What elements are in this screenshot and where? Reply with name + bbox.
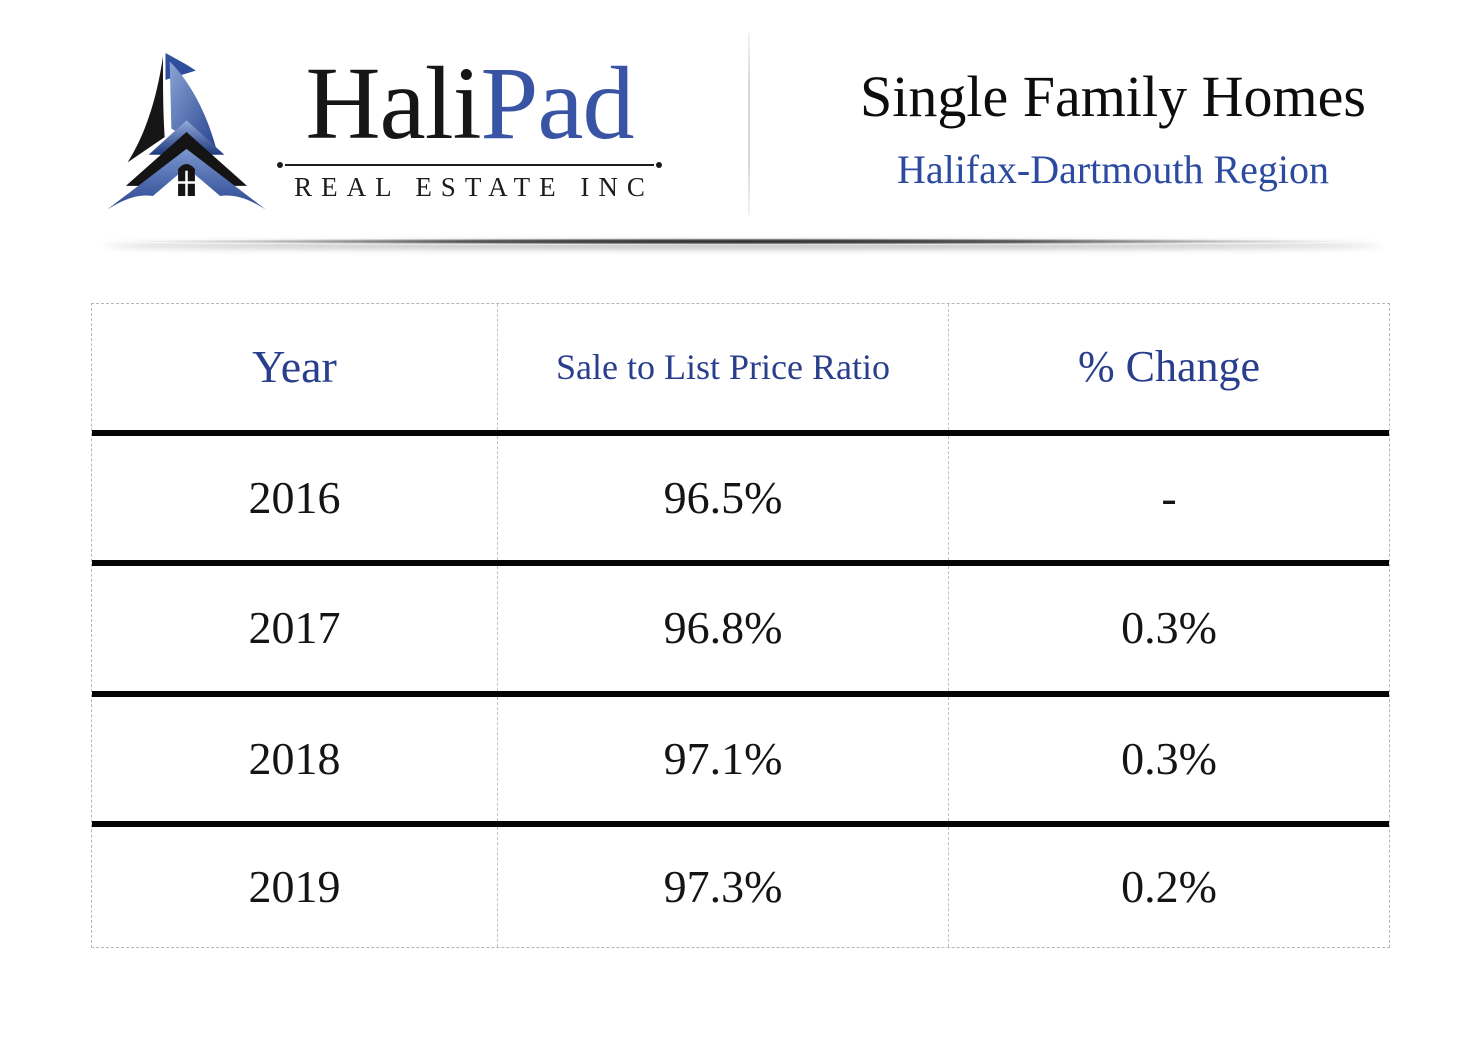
table-row: 2019 97.3% 0.2% xyxy=(92,827,1389,947)
logo-rule xyxy=(277,161,662,168)
cell-year: 2018 xyxy=(248,733,341,785)
row-separator xyxy=(92,560,1389,567)
region-subtitle: Halifax-Dartmouth Region xyxy=(896,147,1330,192)
logo-wordmark: HaliPad xyxy=(305,51,634,156)
column-header-change: % Change xyxy=(948,304,1389,430)
title-area: Single Family Homes Halifax-Dartmouth Re… xyxy=(750,0,1476,240)
cell-ratio: 97.1% xyxy=(497,696,948,822)
cell-year: 2017 xyxy=(248,602,341,654)
cell-change: 0.3% xyxy=(948,566,1389,691)
halipad-logo: HaliPad REAL ESTATE INC xyxy=(0,0,748,240)
page-header: HaliPad REAL ESTATE INC Single Family Ho… xyxy=(0,0,1476,240)
table-row: 2016 96.5% - xyxy=(92,435,1389,561)
logo-text: HaliPad REAL ESTATE INC xyxy=(277,51,662,203)
house-sailboat-icon xyxy=(107,53,266,210)
header-vertical-divider xyxy=(748,33,750,215)
header-shadow-divider xyxy=(104,238,1380,245)
table-row: 2017 96.8% 0.3% xyxy=(92,566,1389,691)
row-separator xyxy=(92,821,1389,828)
table-header-row: Year Sale to List Price Ratio % Change xyxy=(92,304,1389,430)
cell-ratio: 97.3% xyxy=(497,827,948,947)
cell-year: 2016 xyxy=(248,471,341,523)
row-separator xyxy=(92,690,1389,697)
cell-year: 2019 xyxy=(248,861,341,913)
cell-ratio: 96.5% xyxy=(497,435,948,561)
table-row: 2018 97.1% 0.3% xyxy=(92,696,1389,822)
logo-tagline: REAL ESTATE INC xyxy=(294,171,654,202)
logo-word-pad: Pad xyxy=(480,45,635,161)
column-header-year: Year xyxy=(252,340,337,392)
page-title: Single Family Homes xyxy=(860,64,1366,129)
sale-to-list-ratio-table: Year Sale to List Price Ratio % Change 2… xyxy=(91,303,1390,948)
row-separator xyxy=(92,429,1389,436)
logo-word-hali: Hali xyxy=(305,45,481,161)
column-header-ratio: Sale to List Price Ratio xyxy=(497,304,948,430)
cell-change: 0.2% xyxy=(948,827,1389,947)
cell-ratio: 96.8% xyxy=(497,566,948,691)
cell-change: - xyxy=(948,435,1389,561)
cell-change: 0.3% xyxy=(948,696,1389,822)
